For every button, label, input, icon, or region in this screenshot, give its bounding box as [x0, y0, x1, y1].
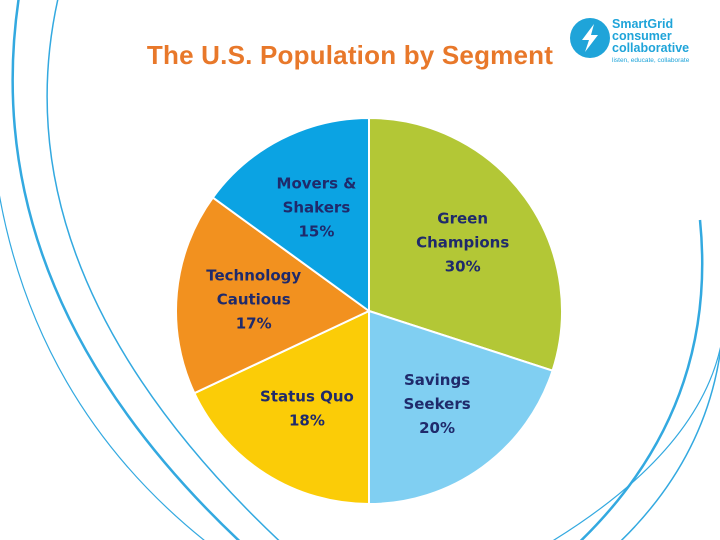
- company-logo: SmartGrid consumer collaborative listen,…: [568, 14, 708, 70]
- slice-name-label: Status Quo: [260, 387, 354, 405]
- slice-name-label: Seekers: [403, 395, 470, 413]
- logo-text-line2: consumer: [612, 29, 672, 43]
- lightning-bolt-icon: [570, 18, 610, 58]
- pie-slice-0: [368, 116, 563, 372]
- slice-value-label: 18%: [289, 411, 325, 429]
- right-arc: [620, 348, 720, 540]
- slice-name-label: Savings: [404, 371, 470, 389]
- slice-name-label: Cautious: [217, 291, 291, 309]
- slice-name-label: Green: [437, 209, 488, 227]
- left-arc: [11, 0, 241, 540]
- slice-name-label: Movers &: [277, 174, 357, 192]
- pie-slice-4: [211, 116, 370, 313]
- pie-slice-1: [368, 309, 554, 506]
- left-arc: [46, 0, 280, 540]
- pie-slice-3: [175, 196, 371, 395]
- logo-text-line1: SmartGrid: [612, 17, 674, 31]
- logo-text-line3: collaborative: [612, 41, 690, 55]
- logo-tagline: listen, educate, collaborate: [612, 57, 690, 64]
- left-arc: [0, 194, 205, 540]
- slice-value-label: 20%: [419, 419, 455, 437]
- slice-value-label: 17%: [236, 315, 272, 333]
- slice-name-label: Shakers: [283, 198, 351, 216]
- slide-title: The U.S. Population by Segment: [146, 40, 554, 70]
- slice-value-label: 15%: [298, 222, 334, 240]
- slice-value-label: 30%: [445, 257, 481, 275]
- right-arc: [579, 219, 704, 540]
- slice-name-label: Champions: [416, 233, 509, 251]
- pie-slice-2: [193, 309, 370, 506]
- slice-name-label: Technology: [206, 267, 301, 285]
- right-arc: [552, 346, 720, 540]
